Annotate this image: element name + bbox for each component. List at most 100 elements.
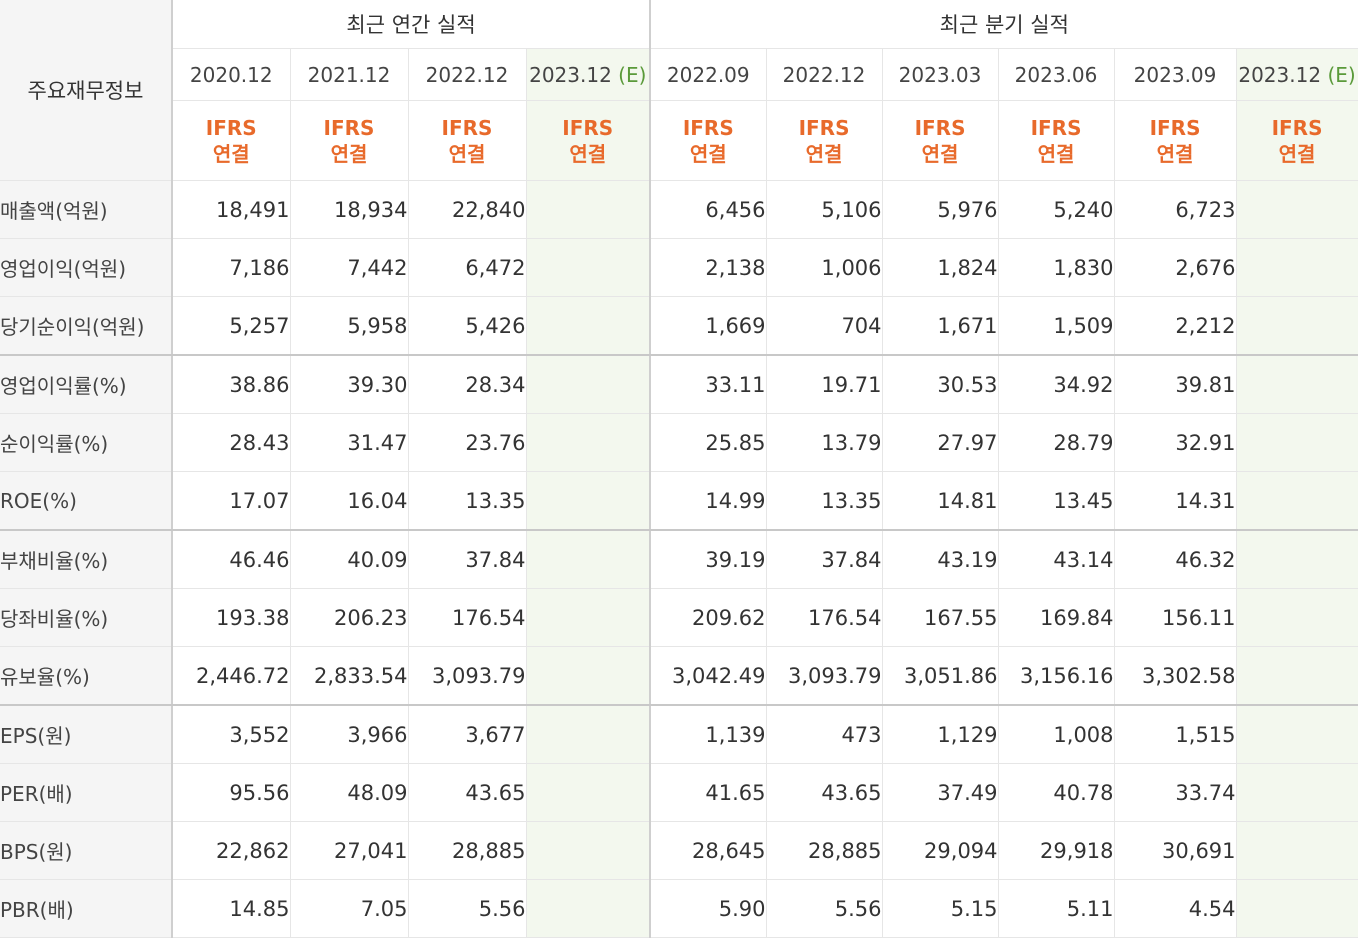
table-cell: 3,042.49 <box>649 646 767 706</box>
period-header: 2022.12 <box>408 48 527 101</box>
table-cell: 13.79 <box>766 413 883 472</box>
table-cell <box>1236 705 1358 764</box>
ifrs-header: IFRS 연결 <box>766 100 883 181</box>
table-cell: 2,212 <box>1114 296 1237 356</box>
table-cell <box>526 238 651 297</box>
consolidated-label: 연결 <box>330 141 368 166</box>
table-cell: 3,156.16 <box>998 646 1115 706</box>
table-cell <box>526 879 651 938</box>
table-row: 유보율(%) 2,446.72 2,833.54 3,093.79 3,042.49 3,… <box>0 646 1358 706</box>
table-cell <box>1236 296 1358 356</box>
ifrs-header: IFRS 연결 <box>408 100 527 181</box>
row-label: 부채비율(%) <box>0 530 173 589</box>
table-cell: 7,442 <box>290 238 409 297</box>
table-cell: 30.53 <box>882 355 999 414</box>
consolidated-label: 연결 <box>1278 141 1316 166</box>
table-cell: 3,552 <box>171 705 291 764</box>
row-label: PBR(배) <box>0 879 173 938</box>
estimate-mark: (E) <box>618 62 647 87</box>
table-cell <box>526 821 651 880</box>
table-cell <box>1236 471 1358 531</box>
ifrs-header: IFRS 연결 <box>290 100 409 181</box>
table-cell: 3,093.79 <box>408 646 527 706</box>
ifrs-label: IFRS <box>205 115 257 140</box>
period-label: 2023.12 <box>529 62 612 87</box>
ifrs-header-row: IFRS 연결 IFRS 연결 IFRS 연결 IFRS 연결 IFRS 연결 IFRS 연결 IFRS… <box>0 100 1358 181</box>
table-cell: 13.35 <box>766 471 883 531</box>
table-cell: 43.14 <box>998 530 1115 589</box>
period-header: 2020.12 <box>171 48 291 101</box>
table-cell: 46.46 <box>171 530 291 589</box>
row-label: 매출액(억원) <box>0 180 173 239</box>
table-cell: 2,446.72 <box>171 646 291 706</box>
table-cell <box>526 180 651 239</box>
period-label: 2022.09 <box>666 62 750 87</box>
table-cell: 473 <box>766 705 883 764</box>
table-cell: 40.78 <box>998 763 1115 822</box>
table-cell: 28.79 <box>998 413 1115 472</box>
table-cell <box>1236 238 1358 297</box>
table-cell: 1,830 <box>998 238 1115 297</box>
ifrs-header: IFRS 연결 <box>1236 100 1358 181</box>
period-header: 2022.09 <box>649 48 767 101</box>
table-cell: 2,833.54 <box>290 646 409 706</box>
table-cell <box>1236 821 1358 880</box>
ifrs-label: IFRS <box>682 115 734 140</box>
table-cell: 25.85 <box>649 413 767 472</box>
consolidated-label: 연결 <box>448 141 486 166</box>
table-cell: 32.91 <box>1114 413 1237 472</box>
table-cell <box>1236 588 1358 647</box>
consolidated-label: 연결 <box>1156 141 1194 166</box>
table-cell: 39.81 <box>1114 355 1237 414</box>
consolidated-label: 연결 <box>1037 141 1075 166</box>
table-cell <box>1236 879 1358 938</box>
table-cell <box>1236 530 1358 589</box>
annual-group-title: 최근 연간 실적 <box>170 0 651 49</box>
table-cell: 29,094 <box>882 821 999 880</box>
table-cell: 5,976 <box>882 180 999 239</box>
table-row: 매출액(억원) 18,491 18,934 22,840 6,456 5,106 5,976… <box>0 180 1358 239</box>
period-header: 2023.12 (E) <box>1236 48 1358 101</box>
period-header: 2022.12 <box>766 48 883 101</box>
table-cell: 37.49 <box>882 763 999 822</box>
table-cell: 5.11 <box>998 879 1115 938</box>
period-header: 2023.06 <box>998 48 1115 101</box>
table-cell: 37.84 <box>766 530 883 589</box>
table-cell: 29,918 <box>998 821 1115 880</box>
ifrs-header: IFRS 연결 <box>649 100 767 181</box>
row-label: 순이익률(%) <box>0 413 173 472</box>
table-cell: 5,240 <box>998 180 1115 239</box>
table-cell: 28,645 <box>649 821 767 880</box>
table-cell <box>526 588 651 647</box>
table-cell: 13.35 <box>408 471 527 531</box>
period-header: 2021.12 <box>290 48 409 101</box>
row-label: PER(배) <box>0 763 173 822</box>
table-row: BPS(원) 22,862 27,041 28,885 28,645 28,885 29,0… <box>0 821 1358 880</box>
table-cell: 33.74 <box>1114 763 1237 822</box>
row-label: BPS(원) <box>0 821 173 880</box>
table-row: 순이익률(%) 28.43 31.47 23.76 25.85 13.79 27.97 28.… <box>0 413 1358 472</box>
row-label: 당기순이익(억원) <box>0 296 173 356</box>
table-cell: 6,723 <box>1114 180 1237 239</box>
table-cell: 19.71 <box>766 355 883 414</box>
period-label: 2022.12 <box>782 62 866 87</box>
table-cell: 7.05 <box>290 879 409 938</box>
row-label: 유보율(%) <box>0 646 173 706</box>
ifrs-label: IFRS <box>562 115 614 140</box>
ifrs-label: IFRS <box>1271 115 1323 140</box>
consolidated-label: 연결 <box>921 141 959 166</box>
table-cell: 1,671 <box>882 296 999 356</box>
table-cell: 38.86 <box>171 355 291 414</box>
consolidated-label: 연결 <box>805 141 843 166</box>
table-cell: 6,472 <box>408 238 527 297</box>
table-row: 부채비율(%) 46.46 40.09 37.84 39.19 37.84 43.19 43.… <box>0 530 1358 589</box>
table-cell: 1,824 <box>882 238 999 297</box>
table-cell: 176.54 <box>766 588 883 647</box>
table-cell <box>526 646 651 706</box>
table-cell: 5,426 <box>408 296 527 356</box>
table-cell: 5.90 <box>649 879 767 938</box>
ifrs-header: IFRS 연결 <box>882 100 999 181</box>
period-label: 2021.12 <box>307 62 391 87</box>
table-cell: 176.54 <box>408 588 527 647</box>
